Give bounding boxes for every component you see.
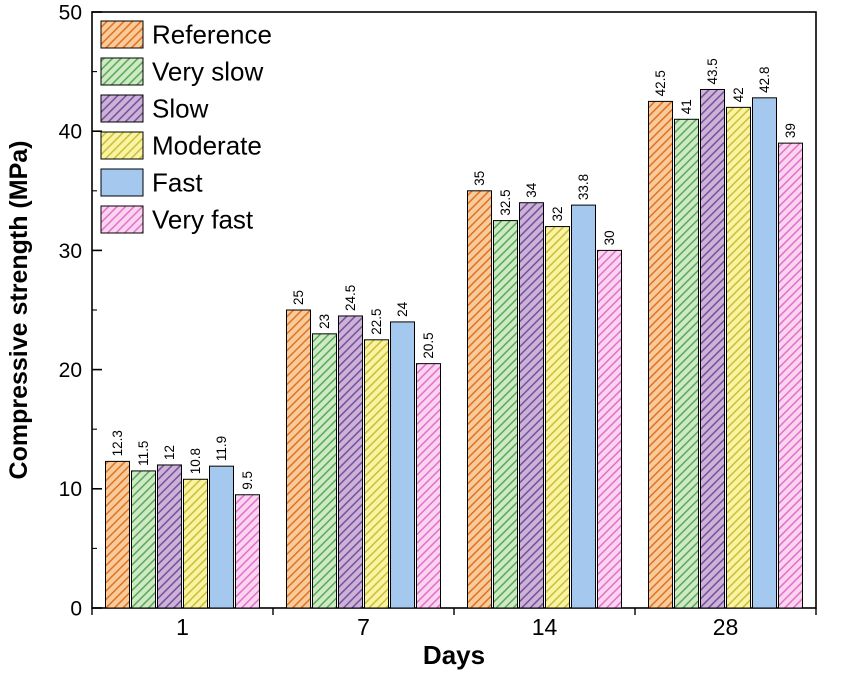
y-tick-label: 10 — [59, 478, 82, 501]
bar-very-fast-day1 — [235, 494, 260, 609]
legend-label: Moderate — [152, 131, 262, 161]
bar-value-label: 24.5 — [343, 285, 358, 311]
legend-label: Fast — [152, 168, 203, 198]
bar-reference-day1 — [105, 460, 130, 609]
bar-moderate-day7 — [364, 339, 389, 609]
bar-very-slow-day28 — [674, 118, 699, 609]
bar-value-label: 43.5 — [705, 58, 720, 84]
legend-label: Slow — [152, 94, 209, 124]
bar-slow-day28 — [700, 88, 725, 609]
bar-value-label: 32.5 — [498, 189, 513, 215]
y-tick-label: 40 — [59, 121, 82, 144]
bar-reference-day28 — [648, 100, 673, 609]
bar-very-fast-day7 — [416, 363, 441, 609]
legend-swatch-moderate — [100, 131, 144, 160]
bar-value-label: 22.5 — [369, 309, 384, 335]
bar-value-label: 23 — [317, 314, 332, 329]
legend-label: Reference — [152, 20, 272, 50]
bar-reference-day14 — [467, 190, 492, 609]
y-tick-label: 20 — [59, 359, 82, 382]
bar-value-label: 42.5 — [653, 70, 668, 96]
bar-moderate-day14 — [545, 226, 570, 609]
bar-value-label: 24 — [395, 301, 410, 317]
bar-very-slow-day14 — [493, 220, 518, 609]
y-axis-title: Compressive strength (MPa) — [5, 141, 33, 480]
bar-value-label: 10.8 — [188, 448, 203, 474]
bar-very-fast-day28 — [778, 142, 803, 609]
bar-fast-day1 — [209, 465, 234, 609]
y-tick-label: 30 — [59, 240, 82, 263]
legend-swatch-reference — [100, 20, 144, 49]
x-category-label: 1 — [176, 614, 189, 640]
bar-value-label: 33.8 — [576, 174, 591, 200]
bar-reference-day7 — [286, 309, 311, 609]
legend-label: Very slow — [152, 57, 263, 87]
bar-slow-day14 — [519, 202, 544, 609]
y-tick-label: 0 — [70, 597, 82, 620]
bar-very-slow-day7 — [312, 333, 337, 609]
bar-value-label: 12 — [162, 445, 177, 460]
legend-swatch-fast — [100, 168, 144, 197]
legend-swatch-very-fast — [100, 205, 144, 234]
bar-value-label: 30 — [602, 230, 617, 245]
bar-value-label: 25 — [291, 290, 306, 305]
bar-fast-day28 — [752, 97, 777, 609]
legend-swatch-very-slow — [100, 57, 144, 86]
bar-very-slow-day1 — [131, 470, 156, 609]
bar-value-label: 42.8 — [757, 67, 772, 93]
bar-slow-day7 — [338, 315, 363, 609]
y-tick-label: 50 — [59, 1, 82, 24]
bar-moderate-day1 — [183, 478, 208, 609]
bar-fast-day14 — [571, 204, 596, 609]
bar-value-label: 34 — [524, 182, 539, 198]
bar-slow-day1 — [157, 464, 182, 609]
bar-fast-day7 — [390, 321, 415, 609]
bar-value-label: 35 — [472, 171, 487, 186]
bar-value-label: 12.3 — [110, 430, 125, 456]
x-category-label: 7 — [357, 614, 370, 640]
bar-value-label: 11.5 — [136, 441, 151, 466]
bar-value-label: 41 — [679, 99, 694, 114]
bar-moderate-day28 — [726, 106, 751, 609]
x-category-label: 28 — [713, 614, 739, 640]
legend-label: Very fast — [152, 205, 254, 235]
bar-value-label: 42 — [731, 87, 746, 102]
bar-value-label: 39 — [783, 123, 798, 138]
bar-value-label: 32 — [550, 207, 565, 222]
bar-very-fast-day14 — [597, 249, 622, 609]
x-category-label: 14 — [532, 614, 558, 640]
bar-value-label: 20.5 — [421, 332, 436, 358]
legend-swatch-slow — [100, 94, 144, 123]
bar-value-label: 9.5 — [240, 471, 255, 490]
bar-value-label: 11.9 — [214, 436, 229, 461]
x-axis-title: Days — [423, 640, 485, 670]
